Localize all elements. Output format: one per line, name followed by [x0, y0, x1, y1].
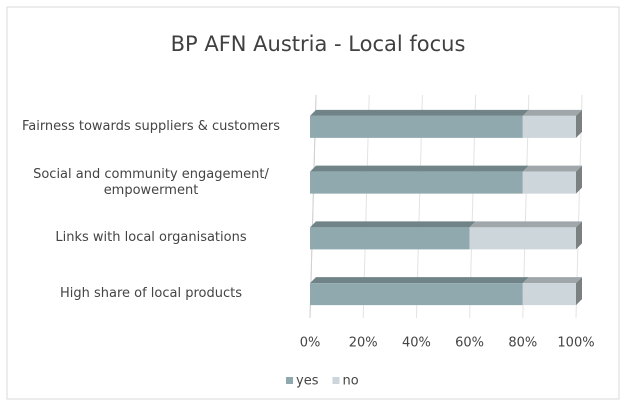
- bar-front: [310, 115, 523, 138]
- legend-swatch: [332, 377, 340, 384]
- bar-top: [310, 109, 529, 116]
- bar-segment: [522, 165, 582, 194]
- x-tick-label: 20%: [349, 336, 378, 351]
- x-tick-label: 80%: [508, 336, 537, 351]
- legend-label: yes: [296, 374, 319, 389]
- bar-top: [522, 165, 582, 172]
- bar-side: [576, 221, 582, 250]
- bar-side: [576, 277, 582, 306]
- bar-segment: [310, 165, 529, 194]
- bar-segment: [310, 221, 476, 250]
- bar-front: [469, 227, 576, 250]
- x-tick-label: 40%: [402, 336, 431, 351]
- bar-segment: [522, 109, 582, 138]
- bar-top: [522, 277, 582, 284]
- legend-swatch: [286, 377, 293, 384]
- bar-segment: [522, 277, 582, 306]
- bar-front: [522, 115, 576, 138]
- bar-top: [310, 277, 529, 284]
- y-tick-label: High share of local products: [59, 286, 243, 302]
- bar-front: [310, 283, 523, 306]
- bar-side: [576, 165, 582, 194]
- bar-side: [576, 109, 582, 138]
- bar-front: [522, 283, 576, 306]
- bar-segment: [310, 109, 529, 138]
- x-tick-label: 100%: [557, 336, 594, 351]
- bar-top: [310, 221, 476, 228]
- bar-front: [310, 171, 523, 194]
- y-tick-label: Social and community engagement/ empower…: [33, 166, 269, 198]
- bar-segment: [469, 221, 582, 250]
- y-tick-label: Links with local organisations: [55, 230, 247, 246]
- bar-segment: [310, 277, 529, 306]
- bar-front: [522, 171, 576, 194]
- bar-top: [469, 221, 582, 228]
- x-tick-label: 0%: [300, 336, 321, 351]
- bar-top: [522, 109, 582, 116]
- x-tick-label: 60%: [455, 336, 484, 351]
- y-tick-label: Fairness towards suppliers & customers: [21, 118, 281, 134]
- bar-front: [310, 227, 470, 250]
- legend-label: no: [342, 374, 358, 389]
- chart-title: BP AFN Austria - Local focus: [171, 32, 466, 56]
- bar-top: [310, 165, 529, 172]
